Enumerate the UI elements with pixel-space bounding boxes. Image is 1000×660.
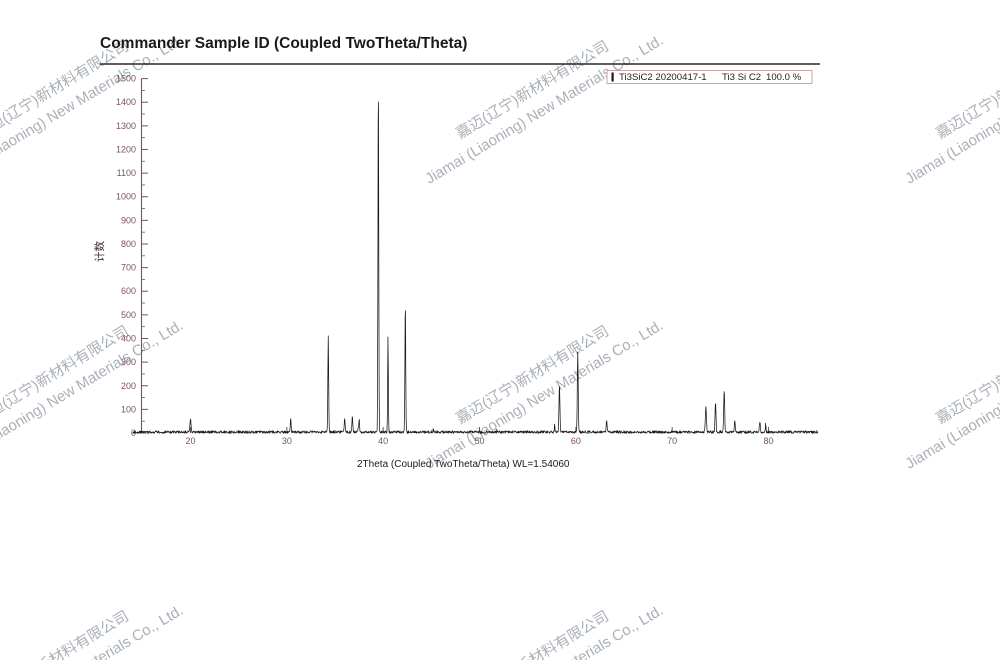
svg-text:20: 20 [185,436,195,446]
svg-text:800: 800 [121,239,136,249]
svg-text:2Theta (Coupled TwoTheta/Theta: 2Theta (Coupled TwoTheta/Theta) WL=1.540… [357,459,570,470]
svg-text:60: 60 [571,436,581,446]
svg-text:Ti3 Si C2: Ti3 Si C2 [722,72,761,83]
svg-text:1200: 1200 [116,144,136,154]
svg-text:Ti3SiC2 20200417-1: Ti3SiC2 20200417-1 [619,72,707,83]
svg-text:30: 30 [282,436,292,446]
svg-text:700: 700 [121,263,136,273]
svg-text:1500: 1500 [116,74,136,84]
svg-text:1000: 1000 [116,192,136,202]
svg-text:1400: 1400 [116,97,136,107]
svg-text:Commander Sample ID (Coupled T: Commander Sample ID (Coupled TwoTheta/Th… [100,35,467,52]
svg-text:计数: 计数 [93,241,106,262]
svg-text:80: 80 [763,436,773,446]
svg-text:200: 200 [121,381,136,391]
svg-text:400: 400 [121,333,136,343]
svg-text:100: 100 [121,404,136,414]
svg-text:40: 40 [378,436,388,446]
svg-text:300: 300 [121,357,136,367]
svg-text:50: 50 [474,436,484,446]
svg-text:100.0 %: 100.0 % [766,72,802,83]
svg-text:900: 900 [121,215,136,225]
svg-text:1300: 1300 [116,121,136,131]
svg-text:600: 600 [121,286,136,296]
svg-text:500: 500 [121,310,136,320]
svg-text:1100: 1100 [117,168,136,178]
svg-text:70: 70 [667,436,677,446]
